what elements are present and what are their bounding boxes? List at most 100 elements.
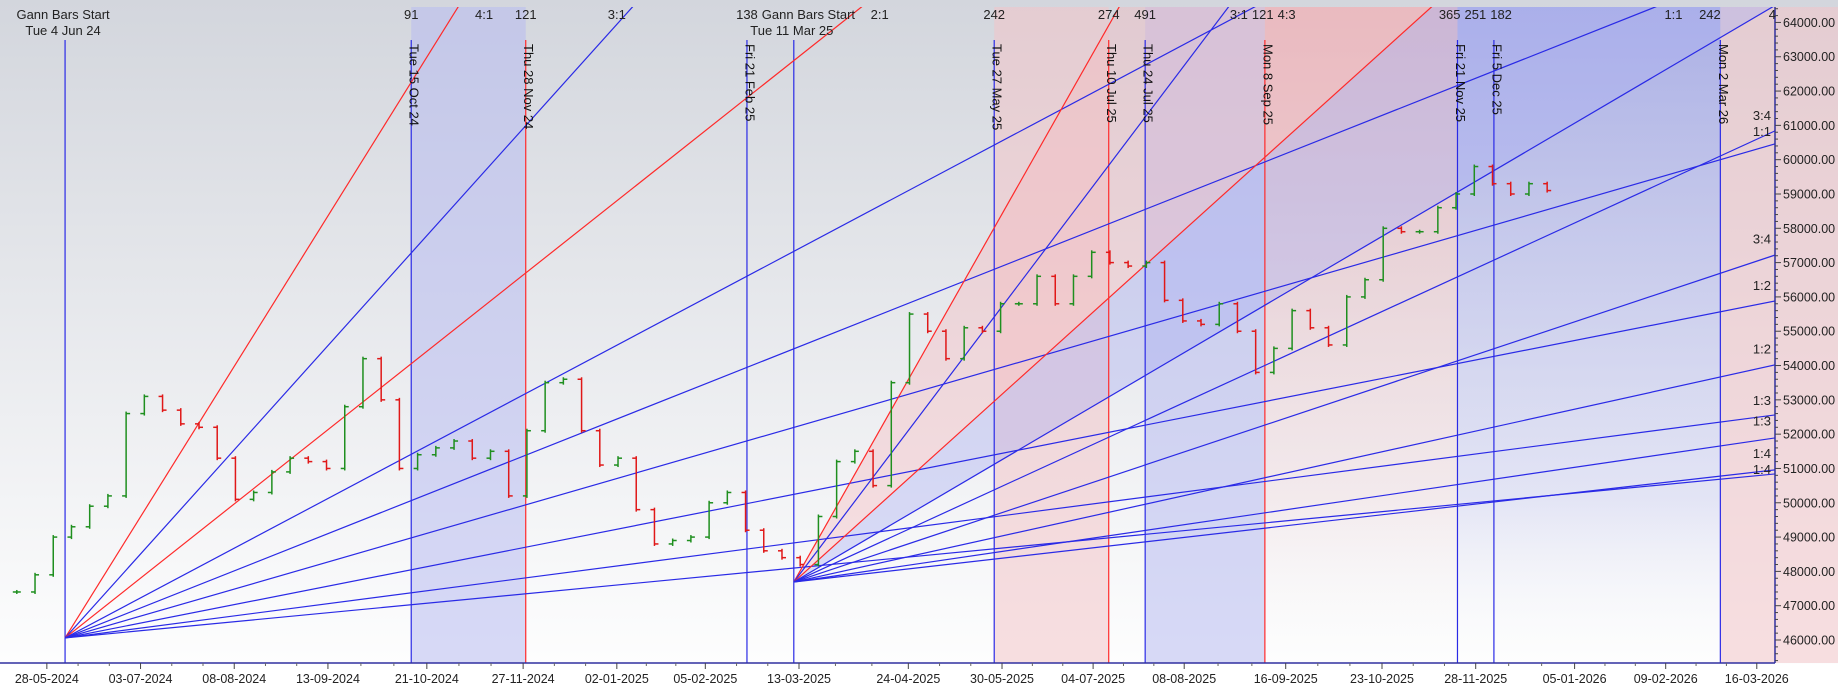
price-bar [1306, 308, 1315, 330]
price-bar [1033, 274, 1042, 306]
fan-angle-label: 1:3 [1753, 414, 1771, 429]
time-zone-blue [1457, 7, 1721, 663]
top-count-label: 4:1 [475, 7, 493, 22]
price-bar [1087, 250, 1096, 279]
x-tick-label: 04-07-2025 [1061, 672, 1125, 686]
top-count-label: 2:1 [871, 7, 889, 22]
price-bar [213, 425, 222, 461]
gann-fan-line-blue [793, 469, 1775, 583]
x-tick-label: 23-10-2025 [1350, 672, 1414, 686]
vertical-line-label: Thu 28 Nov 24 [521, 44, 536, 129]
price-bar [31, 572, 40, 594]
x-tick-label: 16-09-2025 [1254, 672, 1318, 686]
price-bar [1506, 181, 1515, 196]
price-bar [486, 449, 495, 461]
x-tick-label: 28-11-2025 [1444, 672, 1507, 686]
y-tick-label: 57000.00 [1783, 256, 1835, 270]
price-bar [1488, 164, 1497, 186]
price-bar [577, 377, 586, 433]
price-bar [431, 445, 440, 457]
price-bar [832, 459, 841, 519]
fan-angle-label: 1:4 [1753, 462, 1771, 477]
y-tick-label: 63000.00 [1783, 50, 1835, 64]
top-count-label: 121 [515, 7, 537, 22]
price-bar [595, 428, 604, 468]
top-count-label: 4 [1769, 7, 1776, 22]
vertical-line-label: Fri 21 Feb 25 [742, 44, 757, 121]
price-bar [1124, 260, 1133, 269]
price-bar [869, 449, 878, 488]
price-bar [1142, 260, 1151, 269]
time-zone-pink [1264, 7, 1458, 663]
top-count-label: 242 [1699, 7, 1721, 22]
price-bar [1178, 298, 1187, 323]
price-bar [541, 380, 550, 433]
y-tick-label: 46000.00 [1783, 634, 1835, 648]
price-bar [923, 312, 932, 334]
y-tick-label: 56000.00 [1783, 290, 1835, 304]
time-zone-blue [411, 7, 526, 663]
top-count-label: 3:1 [608, 7, 626, 22]
price-bar [413, 452, 422, 471]
top-count-label: 274 [1098, 7, 1120, 22]
price-bar [1105, 250, 1114, 265]
price-bar [705, 500, 714, 540]
x-tick-label: 13-03-2025 [767, 672, 831, 686]
gann-fan-line-red [793, 7, 1433, 583]
price-bar [395, 397, 404, 471]
x-tick-label: 05-01-2026 [1543, 672, 1607, 686]
fan-angle-label: 1:2 [1753, 342, 1771, 357]
price-bar [1233, 301, 1242, 334]
price-bar [1524, 181, 1533, 196]
price-bar [103, 493, 112, 509]
gann-start-date: Tue 4 Jun 24 [25, 23, 100, 38]
price-bar [1014, 301, 1023, 306]
price-bar [1433, 205, 1442, 234]
y-tick-label: 60000.00 [1783, 153, 1835, 167]
x-tick-label: 05-02-2025 [673, 672, 737, 686]
price-bar [1051, 274, 1060, 306]
time-zone-pink [1720, 7, 1838, 663]
price-bar [941, 329, 950, 361]
price-bar [1379, 226, 1388, 282]
time-zones [411, 7, 1838, 663]
y-tick-label: 47000.00 [1783, 599, 1835, 613]
price-bar [1543, 181, 1552, 193]
y-tick-label: 54000.00 [1783, 359, 1835, 373]
fan-angle-label: 1:2 [1753, 278, 1771, 293]
x-tick-label: 27-11-2024 [492, 672, 555, 686]
price-bar [1342, 294, 1351, 347]
y-tick-label: 62000.00 [1783, 85, 1835, 99]
fan-angle-label: 1:3 [1753, 393, 1771, 408]
y-tick-label: 52000.00 [1783, 428, 1835, 442]
y-tick-label: 55000.00 [1783, 325, 1835, 339]
top-count-label: 242 [983, 7, 1005, 22]
price-bar [1251, 329, 1260, 375]
price-bar [996, 301, 1005, 334]
price-bar [249, 490, 258, 502]
y-tick-label: 64000.00 [1783, 16, 1835, 30]
x-tick-label: 28-05-2024 [15, 672, 79, 686]
time-zone-pink [994, 7, 1109, 663]
axis-strip-bottom [0, 664, 1838, 692]
price-bar [1197, 318, 1206, 327]
price-bar [450, 439, 459, 450]
gann-fan-line-red [793, 7, 1120, 583]
y-tick-label: 61000.00 [1783, 119, 1835, 133]
price-bar [686, 535, 695, 543]
price-bar [358, 356, 367, 409]
gann-start-title: Gann Bars Start [16, 7, 110, 22]
x-tick-label: 24-04-2025 [876, 672, 940, 686]
vertical-line-label: Fri 21 Nov 25 [1453, 44, 1468, 122]
price-bar [504, 449, 513, 498]
price-bar [12, 589, 21, 594]
top-count-label: 4:3 [1278, 7, 1296, 22]
gann-fan-line-blue [793, 437, 1775, 583]
gann-fan-line-blue [793, 7, 1230, 583]
price-bar [559, 377, 568, 385]
axes: 46000.00 47000.00 48000.00 49000.00 50000.00… [0, 7, 1835, 686]
vertical-line-label: Fri 5 Dec 25 [1489, 44, 1504, 115]
vertical-line-label: Tue 15 Oct 24 [407, 44, 422, 126]
price-bar [194, 421, 203, 430]
top-count-label: 1:1 [1664, 7, 1682, 22]
